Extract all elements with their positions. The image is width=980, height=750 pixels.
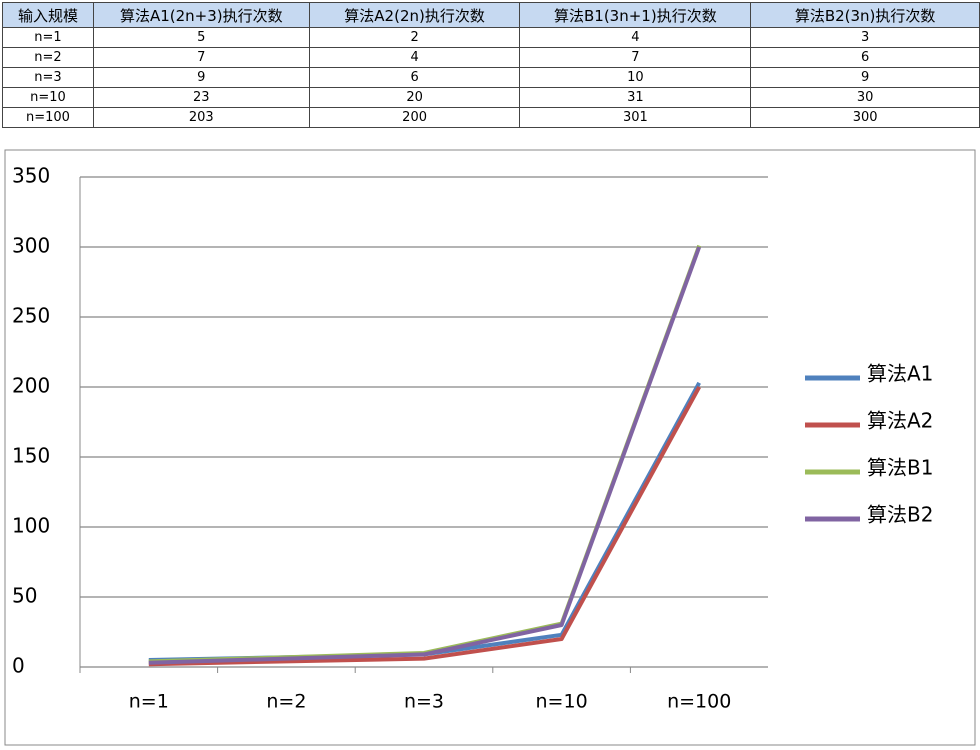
table-cell: 301: [519, 107, 752, 128]
series-line: [148, 244, 702, 664]
y-tick-label: 50: [12, 584, 37, 608]
x-tick-label: n=2: [266, 691, 306, 713]
y-tick-label: 0: [12, 654, 25, 678]
table-row: n=100 203 200 301 300: [2, 107, 980, 128]
legend-label: 算法A2: [867, 409, 933, 433]
table-row: n=3 9 6 10 9: [2, 67, 980, 88]
y-tick-label: 150: [12, 444, 50, 468]
legend-label: 算法B1: [867, 456, 933, 480]
table-cell: 算法B2(3n)执行次数: [750, 2, 980, 28]
series-line: [148, 381, 701, 662]
table-cell: 30: [750, 87, 980, 108]
y-tick-label: 100: [12, 514, 50, 538]
table-cell: 203: [92, 107, 310, 128]
table-row: 输入规模 算法A1(2n+3)执行次数 算法A2(2n)执行次数 算法B1(3n+1)…: [2, 2, 980, 28]
x-tick-label: n=3: [404, 691, 444, 713]
table-cell: 算法A1(2n+3)执行次数: [92, 2, 310, 28]
y-tick-label: 350: [12, 164, 50, 188]
x-tick-label: n=1: [129, 691, 169, 713]
table-cell: 200: [308, 107, 521, 128]
legend-label: 算法A1: [867, 362, 933, 386]
y-tick-label: 200: [12, 374, 50, 398]
table-cell: 300: [750, 107, 980, 128]
y-tick-label: 300: [12, 234, 50, 258]
table-row: n=2 7 4 7 6: [2, 47, 980, 68]
x-tick-label: n=10: [536, 691, 588, 713]
series-line: [148, 386, 701, 667]
legend-label: 算法B2: [867, 503, 933, 527]
table-cell: n=10: [2, 87, 94, 108]
chart-border: [4, 149, 976, 746]
series-line: [148, 246, 702, 665]
table-cell: 算法B1(3n+1)执行次数: [519, 2, 752, 28]
y-tick-label: 250: [12, 304, 50, 328]
table-cell: 输入规模: [2, 2, 94, 28]
table-row: n=10 23 20 31 30: [2, 87, 980, 108]
table-cell: n=100: [2, 107, 94, 128]
x-tick-label: n=100: [667, 691, 731, 713]
data-table: 输入规模 算法A1(2n+3)执行次数 算法A2(2n)执行次数 算法B1(3n+1)…: [2, 2, 980, 128]
